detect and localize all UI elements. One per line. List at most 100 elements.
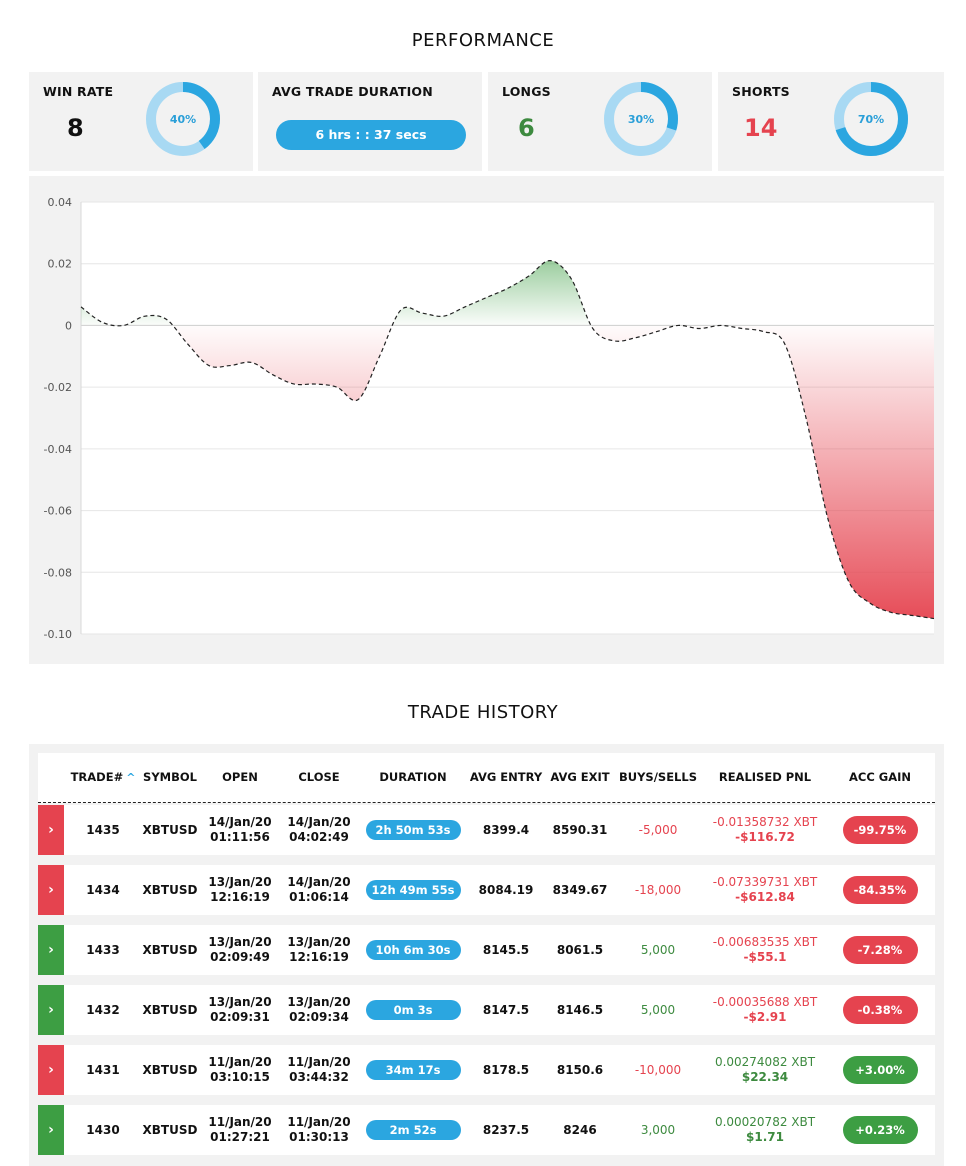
avg-exit: 8061.5 <box>556 942 604 957</box>
open-date: 13/Jan/20 <box>208 935 272 949</box>
avg-duration-badge: 6 hrs : : 37 secs <box>276 120 466 150</box>
realised-pnl: 0.00020782 XBT $1.71 <box>700 1105 830 1155</box>
pnl-xbt: -0.00683535 XBT <box>712 935 818 949</box>
close-date: 13/Jan/20 <box>287 935 351 949</box>
open-date: 11/Jan/20 <box>208 1055 272 1069</box>
table-row[interactable]: › 1435 XBTUSD 14/Jan/20 01:11:56 14/Jan/… <box>38 805 935 855</box>
open-datetime: 13/Jan/20 02:09:49 <box>202 925 278 975</box>
duration-cell: 2m 52s <box>360 1105 466 1155</box>
acc-gain-badge: -84.35% <box>842 876 918 904</box>
expand-row-button[interactable]: › <box>38 925 64 975</box>
acc-gain-cell: +3.00% <box>830 1045 930 1095</box>
pnl-chart: 0.04 0.02 0 -0.02 -0.04 -0.06 -0.08 -0.10 <box>44 196 935 641</box>
y-tick-label: -0.06 <box>44 505 72 518</box>
duration-badge: 12h 49m 55s <box>365 880 461 900</box>
plot-area <box>81 202 934 634</box>
trade-history-table: TRADE# ^ SYMBOL OPEN CLOSE DURATION AVG E… <box>29 744 944 1166</box>
avg-exit: 8590.31 <box>552 822 608 837</box>
duration-badge: 2h 50m 53s <box>365 820 461 840</box>
table-row[interactable]: › 1431 XBTUSD 11/Jan/20 03:10:15 11/Jan/… <box>38 1045 935 1095</box>
column-header-avg-entry[interactable]: AVG ENTRY <box>469 770 543 784</box>
open-datetime: 11/Jan/20 03:10:15 <box>202 1045 278 1095</box>
expand-row-button[interactable]: › <box>38 865 64 915</box>
table-row[interactable]: › 1433 XBTUSD 13/Jan/20 02:09:49 13/Jan/… <box>38 925 935 975</box>
acc-gain-badge: -0.38% <box>842 996 918 1024</box>
open-time: 12:16:19 <box>210 890 270 904</box>
column-header-symbol[interactable]: SYMBOL <box>143 770 197 784</box>
pnl-usd: $22.34 <box>741 1070 789 1084</box>
column-header-realised-pnl[interactable]: REALISED PNL <box>718 770 812 784</box>
pnl-usd: $1.71 <box>746 1130 784 1144</box>
avg-entry: 8084.19 <box>478 882 534 897</box>
longs-value: 6 <box>518 114 535 142</box>
longs-percent: 30% <box>628 113 654 126</box>
column-header-duration[interactable]: DURATION <box>379 770 447 784</box>
duration-cell: 2h 50m 53s <box>360 805 466 855</box>
table-row[interactable]: › 1432 XBTUSD 13/Jan/20 02:09:31 13/Jan/… <box>38 985 935 1035</box>
expand-row-button[interactable]: › <box>38 1105 64 1155</box>
acc-gain-badge: +0.23% <box>842 1116 918 1144</box>
open-date: 13/Jan/20 <box>208 995 272 1009</box>
close-date: 13/Jan/20 <box>287 995 351 1009</box>
close-datetime: 13/Jan/20 02:09:34 <box>278 985 360 1035</box>
y-tick-label: -0.10 <box>44 628 72 641</box>
symbol: XBTUSD <box>142 942 198 957</box>
close-datetime: 11/Jan/20 01:30:13 <box>278 1105 360 1155</box>
win-rate-donut: 40% <box>146 82 220 156</box>
close-date: 11/Jan/20 <box>287 1055 351 1069</box>
column-header-trade[interactable]: TRADE# ^ <box>70 770 136 784</box>
pnl-xbt: -0.01358732 XBT <box>712 815 818 829</box>
win-rate-percent: 40% <box>170 113 196 126</box>
table-row[interactable]: › 1430 XBTUSD 11/Jan/20 01:27:21 11/Jan/… <box>38 1105 935 1155</box>
table-row[interactable]: › 1434 XBTUSD 13/Jan/20 12:16:19 14/Jan/… <box>38 865 935 915</box>
shorts-value: 14 <box>744 114 778 142</box>
symbol: XBTUSD <box>142 1062 198 1077</box>
expand-row-button[interactable]: › <box>38 805 64 855</box>
realised-pnl: -0.00035688 XBT -$2.91 <box>700 985 830 1035</box>
buys-sells: 3,000 <box>640 1122 676 1137</box>
pnl-xbt: 0.00274082 XBT <box>714 1055 816 1069</box>
open-date: 11/Jan/20 <box>208 1115 272 1129</box>
open-date: 13/Jan/20 <box>208 875 272 889</box>
duration-badge: 0m 3s <box>365 1000 461 1020</box>
column-header-acc-gain[interactable]: ACC GAIN <box>848 770 912 784</box>
close-datetime: 14/Jan/20 01:06:14 <box>278 865 360 915</box>
expand-row-button[interactable]: › <box>38 985 64 1035</box>
close-date: 11/Jan/20 <box>287 1115 351 1129</box>
close-datetime: 13/Jan/20 12:16:19 <box>278 925 360 975</box>
longs-card: LONGS 6 30% <box>488 72 712 171</box>
y-tick-label: -0.02 <box>44 381 72 394</box>
avg-entry: 8237.5 <box>482 1122 530 1137</box>
close-time: 01:06:14 <box>289 890 349 904</box>
win-rate-label: WIN RATE <box>43 84 114 99</box>
column-header-close[interactable]: CLOSE <box>298 770 340 784</box>
longs-donut: 30% <box>604 82 678 156</box>
acc-gain-badge: -99.75% <box>842 816 918 844</box>
shorts-label: SHORTS <box>732 84 790 99</box>
open-datetime: 13/Jan/20 02:09:31 <box>202 985 278 1035</box>
buys-sells: -5,000 <box>638 822 678 837</box>
open-time: 01:11:56 <box>210 830 270 844</box>
column-header-avg-exit[interactable]: AVG EXIT <box>550 770 610 784</box>
y-tick-label: -0.08 <box>44 566 72 579</box>
open-date: 14/Jan/20 <box>208 815 272 829</box>
acc-gain-badge: +3.00% <box>842 1056 918 1084</box>
close-time: 12:16:19 <box>289 950 349 964</box>
shorts-card: SHORTS 14 70% <box>718 72 944 171</box>
pnl-usd: -$2.91 <box>743 1010 787 1024</box>
sort-ascending-icon[interactable]: ^ <box>126 771 136 784</box>
column-header-buys-sells[interactable]: BUYS/SELLS <box>619 770 697 784</box>
trade-number: 1430 <box>86 1122 120 1137</box>
duration-cell: 12h 49m 55s <box>360 865 466 915</box>
duration-cell: 10h 6m 30s <box>360 925 466 975</box>
loss-area <box>173 326 934 619</box>
column-header-open[interactable]: OPEN <box>222 770 258 784</box>
trade-number: 1435 <box>86 822 120 837</box>
avg-entry: 8178.5 <box>482 1062 530 1077</box>
close-date: 14/Jan/20 <box>287 815 351 829</box>
expand-row-button[interactable]: › <box>38 1045 64 1095</box>
buys-sells: 5,000 <box>640 1002 676 1017</box>
trade-number: 1431 <box>86 1062 120 1077</box>
pnl-chart-panel: 0.04 0.02 0 -0.02 -0.04 -0.06 -0.08 -0.10 <box>29 176 944 664</box>
buys-sells: -18,000 <box>634 882 682 897</box>
